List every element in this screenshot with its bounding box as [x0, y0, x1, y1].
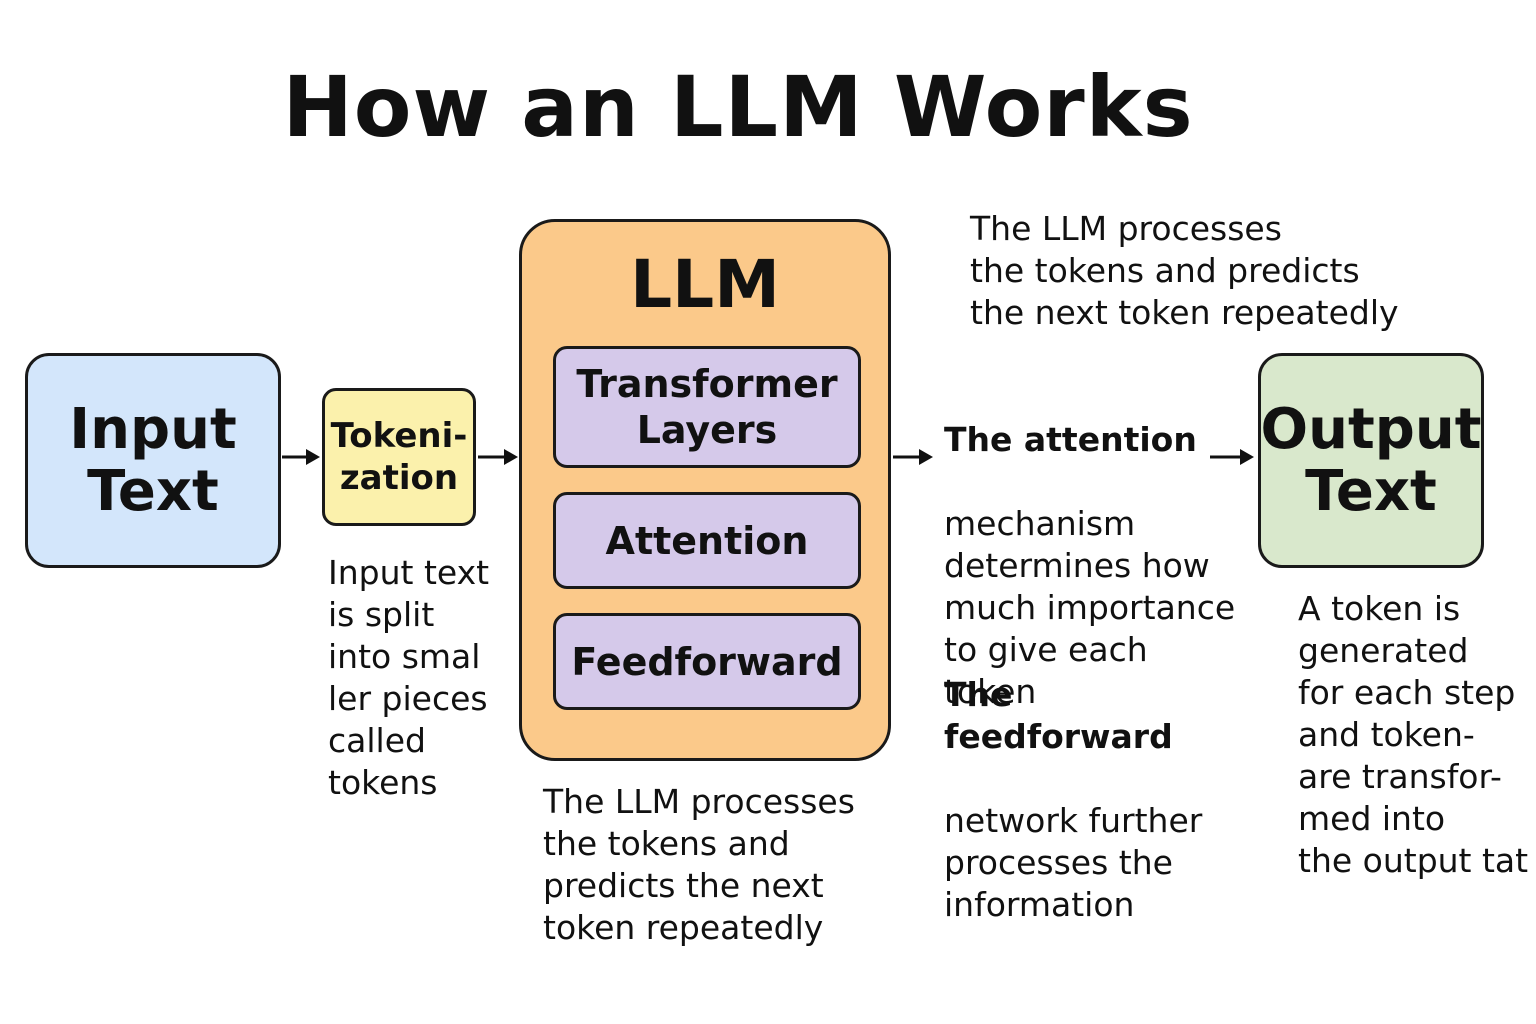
page-title: How an LLM Works [282, 58, 1194, 156]
output-text-box: Output Text [1258, 353, 1484, 568]
transformer-layers-label: Transformer Layers [576, 362, 838, 452]
feedforward-box: Feedforward [553, 613, 861, 710]
attention-label: Attention [605, 518, 809, 563]
arrow-input-to-tokenization [282, 449, 320, 465]
output-text-label: Output Text [1260, 396, 1482, 524]
input-text-label: Input Text [69, 396, 237, 524]
arrow-tokenization-to-llm [478, 449, 518, 465]
tokenization-description: Input text is split into smal ler pieces… [328, 553, 490, 802]
feedforward-note-body: network further processes the informatio… [944, 801, 1203, 924]
arrow-notes-to-output [1210, 449, 1254, 465]
feedforward-label: Feedforward [571, 639, 843, 684]
arrow-llm-to-notes [893, 449, 933, 465]
llm-label: LLM [630, 246, 780, 323]
input-text-box: Input Text [25, 353, 281, 568]
attention-note: The attention mechanism determines how m… [944, 377, 1244, 713]
attention-box: Attention [553, 492, 861, 589]
attention-note-body: mechanism determines how much importance… [944, 504, 1236, 711]
feedforward-note: The feedforward network further processe… [944, 632, 1244, 926]
llm-box: LLM Transformer Layers Attention Feedfor… [519, 219, 891, 761]
llm-caption-bottom: The LLM processes the tokens and predict… [543, 782, 855, 947]
transformer-layers-box: Transformer Layers [553, 346, 861, 468]
tokenization-box: Tokeni- zation [322, 388, 476, 526]
output-description: A token is generated for each step and t… [1298, 589, 1529, 880]
tokenization-label: Tokeni- zation [330, 416, 468, 498]
feedforward-note-heading: The feedforward [944, 675, 1173, 756]
llm-caption-top: The LLM processes the tokens and predict… [970, 209, 1399, 332]
attention-note-heading: The attention [944, 420, 1197, 459]
